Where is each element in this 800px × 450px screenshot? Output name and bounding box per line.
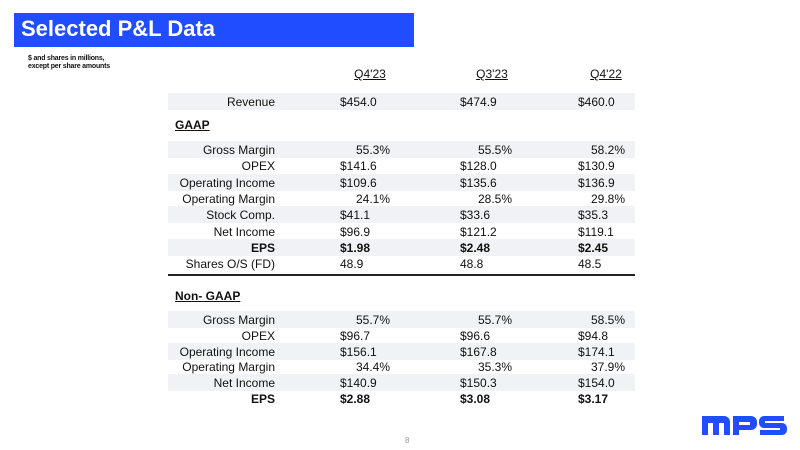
cell-value: 24.1%	[356, 191, 391, 206]
cell-value: 34.4%	[356, 360, 391, 375]
table-row: Gross Margin 55.3% 55.5% 58.2%	[168, 141, 635, 158]
table-row: Gross Margin 55.7% 55.7% 58.5%	[168, 311, 635, 328]
table-row: Operating Margin 34.4% 35.3% 37.9%	[168, 358, 635, 375]
row-label: Shares O/S (FD)	[185, 257, 275, 272]
table-row: Operating Income $156.1 $167.8 $174.1	[168, 342, 635, 360]
cell-value: 55.7%	[356, 313, 391, 327]
cell-value: 29.8%	[591, 191, 626, 206]
cell-value: $41.1	[340, 208, 371, 223]
units-note-line: except per share amounts	[28, 63, 110, 70]
table-row: Shares O/S (FD) 48.9 48.8 48.5	[168, 255, 635, 272]
cell-value: 37.9%	[591, 360, 626, 375]
row-label: Stock Comp.	[206, 208, 275, 223]
table-row-revenue: Revenue $454.0 $474.9 $460.0	[168, 93, 635, 110]
row-label: Gross Margin	[202, 143, 275, 157]
table-row: Operating Margin 24.1% 28.5% 29.8%	[168, 190, 635, 207]
cell-value: $150.3	[460, 376, 497, 391]
cell-value: 55.5%	[478, 143, 513, 157]
cell-value: 28.5%	[478, 191, 513, 206]
table-row: Stock Comp. $41.1 $33.6 $35.3	[168, 206, 635, 224]
cell-value: $141.6	[340, 159, 377, 174]
cell-value: $109.6	[340, 175, 377, 190]
cell-value: 58.5%	[591, 313, 626, 327]
column-header-q3-23: Q3'23	[476, 67, 508, 81]
row-label: Net Income	[213, 224, 275, 239]
row-label: EPS	[250, 392, 275, 406]
cell-value: 48.5	[578, 257, 602, 272]
row-label: Gross Margin	[202, 313, 275, 327]
page-title: Selected P&L Data	[21, 16, 216, 41]
cell-value: $96.6	[460, 328, 491, 343]
cell-value: $94.8	[578, 328, 609, 343]
row-label: OPEX	[241, 328, 275, 343]
cell-value: $135.6	[460, 175, 497, 190]
column-header-q4-23: Q4'23	[354, 67, 386, 81]
units-note: $ and shares in millions, except per sha…	[28, 55, 110, 71]
cell-value: $167.8	[460, 344, 497, 359]
cell-value: $35.3	[578, 208, 609, 223]
cell-value: $1.98	[340, 240, 371, 255]
cell-value: $140.9	[340, 376, 377, 391]
row-label: Operating Margin	[182, 191, 275, 206]
row-label: EPS	[250, 240, 275, 255]
cell-value: $156.1	[340, 344, 377, 359]
row-label: Operating Income	[179, 175, 275, 190]
row-label: Operating Margin	[182, 360, 275, 375]
table-row: Net Income $96.9 $121.2 $119.1	[168, 223, 635, 240]
cell-value: $128.0	[460, 159, 497, 174]
cell-value: $3.08	[460, 392, 491, 406]
title-banner: Selected P&L Data	[14, 13, 414, 47]
table-row: EPS $2.88 $3.08 $3.17	[168, 390, 635, 407]
cell-value: 58.2%	[591, 143, 626, 157]
cell-value: $130.9	[578, 159, 615, 174]
units-note-line: $ and shares in millions,	[28, 55, 105, 62]
cell-value: $474.9	[460, 95, 497, 109]
cell-value: 55.3%	[356, 143, 391, 157]
cell-value: 55.7%	[478, 313, 513, 327]
column-header-q4-22: Q4'22	[590, 67, 622, 81]
table-row: Net Income $140.9 $150.3 $154.0	[168, 374, 635, 392]
table-row: Operating Income $109.6 $135.6 $136.9	[168, 173, 635, 191]
cell-value: 48.9	[340, 257, 364, 272]
row-label: Net Income	[213, 376, 275, 391]
table-row: EPS $1.98 $2.48 $2.45	[168, 238, 635, 256]
cell-value: $2.48	[460, 240, 491, 255]
mps-logo	[702, 413, 788, 440]
cell-value: $33.6	[460, 208, 491, 223]
cell-value: 48.8	[460, 257, 484, 272]
cell-value: $136.9	[578, 175, 615, 190]
cell-value: $2.88	[340, 392, 371, 406]
section-gaap: GAAP	[175, 118, 210, 132]
cell-value: $154.0	[578, 376, 615, 391]
cell-value: $121.2	[460, 224, 497, 239]
divider	[168, 274, 635, 276]
page-number: 8	[405, 436, 410, 445]
row-label: OPEX	[241, 159, 275, 174]
cell-value: $119.1	[578, 224, 614, 239]
section-non-gaap: Non- GAAP	[175, 289, 241, 303]
cell-value: $96.9	[340, 224, 371, 239]
cell-value: $2.45	[578, 240, 609, 255]
cell-value: $3.17	[578, 392, 609, 406]
cell-value: $460.0	[578, 95, 615, 109]
row-label: Operating Income	[179, 344, 275, 359]
cell-value: $174.1	[578, 344, 615, 359]
table-row: OPEX $96.7 $96.6 $94.8	[168, 327, 635, 344]
table-row: OPEX $141.6 $128.0 $130.9	[168, 157, 635, 174]
cell-value: $96.7	[340, 328, 371, 343]
row-label: Revenue	[226, 95, 275, 109]
cell-value: $454.0	[340, 95, 377, 109]
cell-value: 35.3%	[478, 360, 513, 375]
